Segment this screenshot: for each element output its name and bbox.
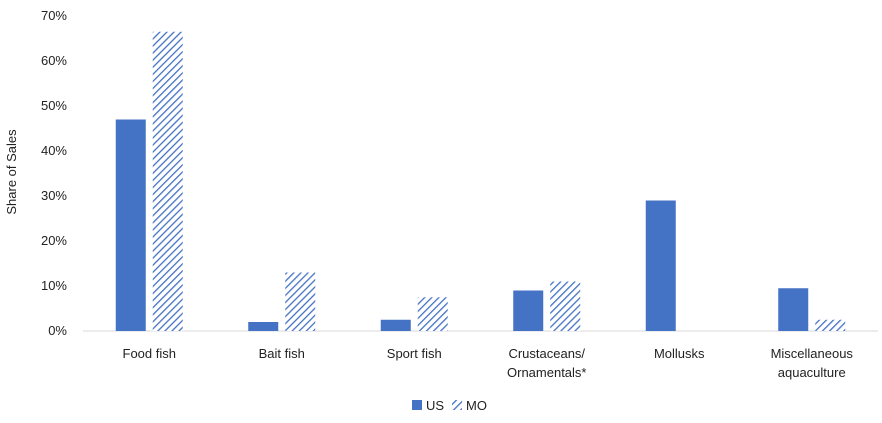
- bar-us: [380, 319, 411, 331]
- x-category-label-line: Food fish: [123, 346, 176, 361]
- x-category-label-line: Bait fish: [259, 346, 305, 361]
- bar-mo: [152, 31, 183, 331]
- legend-label-mo: MO: [466, 398, 487, 413]
- y-axis-ticks: 0% 10% 20% 30% 40% 50% 60% 70%: [41, 8, 67, 338]
- bar-us: [645, 200, 676, 331]
- y-axis-title: Share of Sales: [4, 129, 19, 215]
- y-tick-label: 60%: [41, 53, 67, 68]
- y-tick-label: 30%: [41, 188, 67, 203]
- bar-mo: [815, 319, 846, 331]
- y-tick-label: 40%: [41, 143, 67, 158]
- x-category-label: Sport fish: [387, 346, 442, 361]
- bar-mo: [417, 297, 448, 331]
- legend-swatch-us: [412, 400, 422, 410]
- x-category-label-line: aquaculture: [778, 365, 846, 380]
- x-axis-labels: Food fish Bait fish Sport fish Crustaceans/…: [123, 346, 854, 380]
- bar-mo: [285, 272, 316, 331]
- legend-swatch-mo: [452, 400, 462, 410]
- x-category-label-line: Crustaceans/: [508, 346, 585, 361]
- bar-us: [248, 322, 279, 331]
- x-category-label-line: Miscellaneous: [771, 346, 854, 361]
- x-category-label: Crustaceans/Ornamentals*: [507, 346, 586, 380]
- bars-group: [115, 31, 846, 331]
- y-tick-label: 20%: [41, 233, 67, 248]
- x-category-label: Miscellaneous aquaculture: [771, 346, 854, 380]
- bar-mo: [550, 281, 581, 331]
- y-tick-label: 0%: [48, 323, 67, 338]
- x-category-label: Bait fish: [259, 346, 305, 361]
- legend: US MO: [412, 398, 487, 413]
- x-category-label-line: Ornamentals*: [507, 365, 586, 380]
- y-tick-label: 10%: [41, 278, 67, 293]
- x-category-label-line: Sport fish: [387, 346, 442, 361]
- y-axis-title-group: Share of Sales: [4, 129, 19, 215]
- x-category-label: Mollusks: [654, 346, 705, 361]
- bar-us: [513, 290, 544, 331]
- y-tick-label: 70%: [41, 8, 67, 23]
- y-tick-label: 50%: [41, 98, 67, 113]
- bar-us: [115, 119, 146, 331]
- legend-label-us: US: [426, 398, 444, 413]
- bar-us: [778, 288, 809, 331]
- x-category-label-line: Mollusks: [654, 346, 705, 361]
- x-category-label: Food fish: [123, 346, 176, 361]
